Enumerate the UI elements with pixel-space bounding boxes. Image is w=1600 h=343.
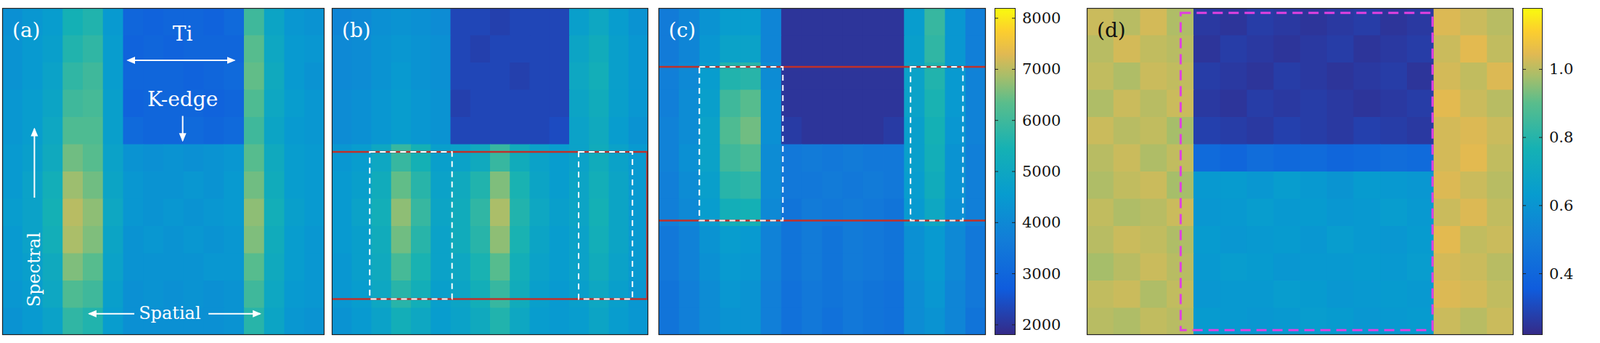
svg-text:Spatial: Spatial <box>138 302 201 324</box>
svg-text:Ti: Ti <box>172 21 194 46</box>
svg-text:1.0: 1.0 <box>1549 60 1574 78</box>
svg-text:4000: 4000 <box>1022 213 1061 231</box>
svg-text:0.4: 0.4 <box>1549 264 1574 283</box>
svg-text:(c): (c) <box>668 18 697 43</box>
svg-text:5000: 5000 <box>1022 162 1061 181</box>
svg-text:0.6: 0.6 <box>1549 196 1574 215</box>
svg-text:2000: 2000 <box>1022 315 1061 334</box>
svg-text:7000: 7000 <box>1022 60 1061 78</box>
svg-text:K-edge: K-edge <box>147 87 218 112</box>
svg-text:Spectral: Spectral <box>23 232 45 308</box>
svg-text:(d): (d) <box>1096 18 1126 43</box>
svg-text:6000: 6000 <box>1022 111 1061 130</box>
svg-text:(b): (b) <box>341 18 371 43</box>
svg-text:0.8: 0.8 <box>1549 128 1574 146</box>
svg-text:8000: 8000 <box>1022 9 1061 27</box>
svg-text:(a): (a) <box>12 18 41 43</box>
svg-text:3000: 3000 <box>1022 264 1061 283</box>
